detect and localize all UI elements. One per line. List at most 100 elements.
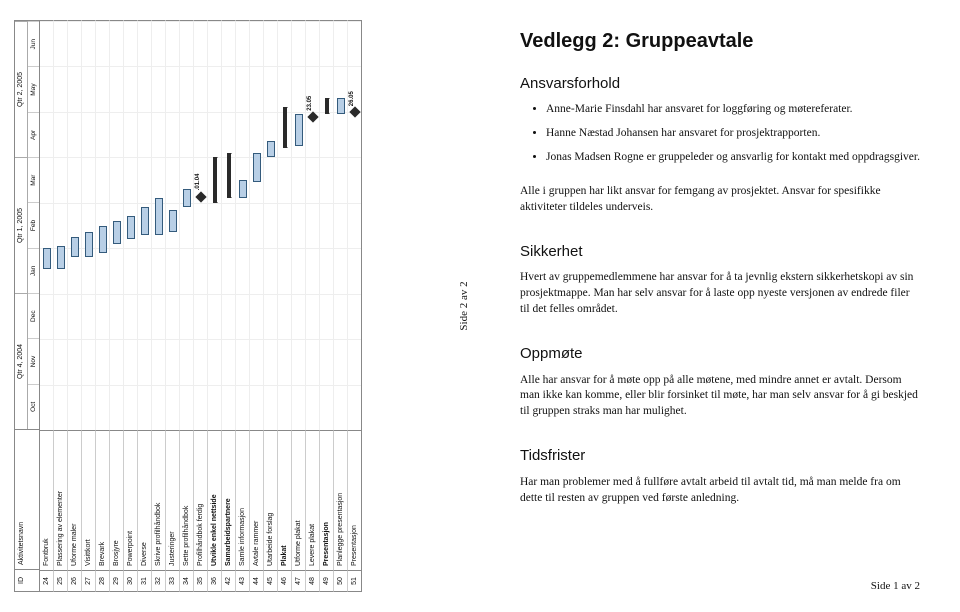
cell-timeline bbox=[152, 20, 166, 430]
cell-id: 50 bbox=[334, 570, 348, 592]
gantt-milestone bbox=[349, 107, 360, 118]
cell-id: 26 bbox=[68, 570, 82, 592]
cell-timeline bbox=[124, 20, 138, 430]
responsibility-list: Anne-Marie Finsdahl har ansvaret for log… bbox=[520, 102, 920, 174]
page-title: Vedlegg 2: Gruppeavtale bbox=[520, 28, 920, 56]
gantt-bar bbox=[113, 221, 121, 244]
table-row: 50Planlegge presentasjon bbox=[334, 20, 348, 592]
gantt-bar bbox=[183, 189, 191, 207]
table-row: 51Presentasjon26.05 bbox=[348, 20, 362, 592]
timeline-month: Apr bbox=[28, 112, 39, 157]
table-row: 29Brosjyre bbox=[110, 20, 124, 592]
gantt-page: ID Aktivitetsnavn Qtr 4, 2004Qtr 1, 2005… bbox=[0, 0, 480, 612]
timeline-month: Mar bbox=[28, 157, 39, 202]
table-row: 45Utarbeide forslag bbox=[264, 20, 278, 592]
milestone-label: 23.05 bbox=[307, 96, 313, 111]
section-heading-sikkerhet: Sikkerhet bbox=[520, 242, 920, 263]
cell-timeline bbox=[110, 20, 124, 430]
cell-timeline bbox=[278, 20, 292, 430]
table-row: 48Levere plakat23.05 bbox=[306, 20, 320, 592]
list-item: Anne-Marie Finsdahl har ansvaret for log… bbox=[546, 102, 920, 118]
paragraph: Hvert av gruppemedlemmene har ansvar for… bbox=[520, 270, 920, 318]
gantt-milestone bbox=[195, 191, 206, 202]
table-row: 36Utvikle enkel nettside bbox=[208, 20, 222, 592]
paragraph: Alle har ansvar for å møte opp på alle m… bbox=[520, 373, 920, 421]
table-row: 33Justeringer bbox=[166, 20, 180, 592]
timeline-month: May bbox=[28, 66, 39, 111]
cell-activity-name: Sette profilhåndbok bbox=[180, 430, 194, 570]
cell-activity-name: Fontbruk bbox=[40, 430, 54, 570]
cell-id: 48 bbox=[306, 570, 320, 592]
gantt-bar bbox=[57, 246, 65, 269]
timeline-quarter: Qtr 1, 2005 bbox=[15, 157, 27, 293]
timeline-quarters: Qtr 4, 2004Qtr 1, 2005Qtr 2, 2005 bbox=[15, 21, 27, 429]
cell-timeline bbox=[166, 20, 180, 430]
cell-activity-name: Skrive profilhåndbok bbox=[152, 430, 166, 570]
table-row: 27Visittkort bbox=[82, 20, 96, 592]
cell-id: 34 bbox=[180, 570, 194, 592]
cell-activity-name: Plakat bbox=[278, 430, 292, 570]
gantt-summary-bar bbox=[227, 153, 231, 198]
gantt-summary-bar bbox=[213, 157, 217, 202]
cell-activity-name: Visittkort bbox=[82, 430, 96, 570]
table-row: 26Uforme maler bbox=[68, 20, 82, 592]
cell-activity-name: Utvikle enkel nettside bbox=[208, 430, 222, 570]
table-row: 34Sette profilhåndbok bbox=[180, 20, 194, 592]
cell-timeline bbox=[54, 20, 68, 430]
gantt-bar bbox=[155, 198, 163, 234]
cell-timeline bbox=[334, 20, 348, 430]
cell-timeline: 23.05 bbox=[306, 20, 320, 430]
cell-activity-name: Diverse bbox=[138, 430, 152, 570]
gantt-bar bbox=[295, 114, 303, 146]
gantt-summary-bar bbox=[325, 98, 329, 114]
cell-id: 27 bbox=[82, 570, 96, 592]
cell-id: 24 bbox=[40, 570, 54, 592]
cell-id: 44 bbox=[250, 570, 264, 592]
cell-activity-name: Avtale rammer bbox=[250, 430, 264, 570]
gantt-summary-bar bbox=[283, 107, 287, 148]
table-row: 42Samarbeidspartnere bbox=[222, 20, 236, 592]
gantt-bar bbox=[239, 180, 247, 198]
gantt-bar bbox=[253, 153, 261, 183]
cell-timeline bbox=[208, 20, 222, 430]
table-row: 28Brevark bbox=[96, 20, 110, 592]
timeline-month: Oct bbox=[28, 384, 39, 429]
table-row: 44Avtale rammer bbox=[250, 20, 264, 592]
cell-timeline bbox=[222, 20, 236, 430]
cell-id: 32 bbox=[152, 570, 166, 592]
gantt-bar bbox=[43, 248, 51, 268]
cell-id: 31 bbox=[138, 570, 152, 592]
cell-timeline: 26.05 bbox=[348, 20, 362, 430]
table-row: 30Powerpoint bbox=[124, 20, 138, 592]
cell-activity-name: Brevark bbox=[96, 430, 110, 570]
col-header-name: Aktivitetsnavn bbox=[14, 430, 40, 570]
cell-timeline bbox=[236, 20, 250, 430]
cell-activity-name: Plassering av elementer bbox=[54, 430, 68, 570]
gantt-bar bbox=[267, 141, 275, 157]
cell-timeline bbox=[68, 20, 82, 430]
table-row: 47Utforme plakat bbox=[292, 20, 306, 592]
cell-activity-name: Utarbeide forslag bbox=[264, 430, 278, 570]
timeline-month: Dec bbox=[28, 293, 39, 338]
table-row: 31Diverse bbox=[138, 20, 152, 592]
cell-timeline bbox=[264, 20, 278, 430]
cell-timeline bbox=[96, 20, 110, 430]
cell-timeline bbox=[250, 20, 264, 430]
cell-id: 29 bbox=[110, 570, 124, 592]
list-item: Hanne Næstad Johansen har ansvaret for p… bbox=[546, 126, 920, 142]
gantt-bar bbox=[99, 226, 107, 253]
section-heading-ansvarsforhold: Ansvarsforhold bbox=[520, 74, 920, 95]
cell-activity-name: Profilhåndbok ferdig bbox=[194, 430, 208, 570]
cell-id: 45 bbox=[264, 570, 278, 592]
gantt-header: ID Aktivitetsnavn Qtr 4, 2004Qtr 1, 2005… bbox=[14, 20, 40, 592]
cell-activity-name: Utforme plakat bbox=[292, 430, 306, 570]
cell-id: 25 bbox=[54, 570, 68, 592]
cell-activity-name: Samarbeidspartnere bbox=[222, 430, 236, 570]
timeline-month: Feb bbox=[28, 202, 39, 247]
paragraph: Alle i gruppen har likt ansvar for femga… bbox=[520, 184, 920, 216]
cell-timeline bbox=[320, 20, 334, 430]
gantt-milestone bbox=[307, 111, 318, 122]
table-row: 32Skrive profilhåndbok bbox=[152, 20, 166, 592]
milestone-label: 26.05 bbox=[349, 91, 355, 106]
cell-timeline bbox=[40, 20, 54, 430]
